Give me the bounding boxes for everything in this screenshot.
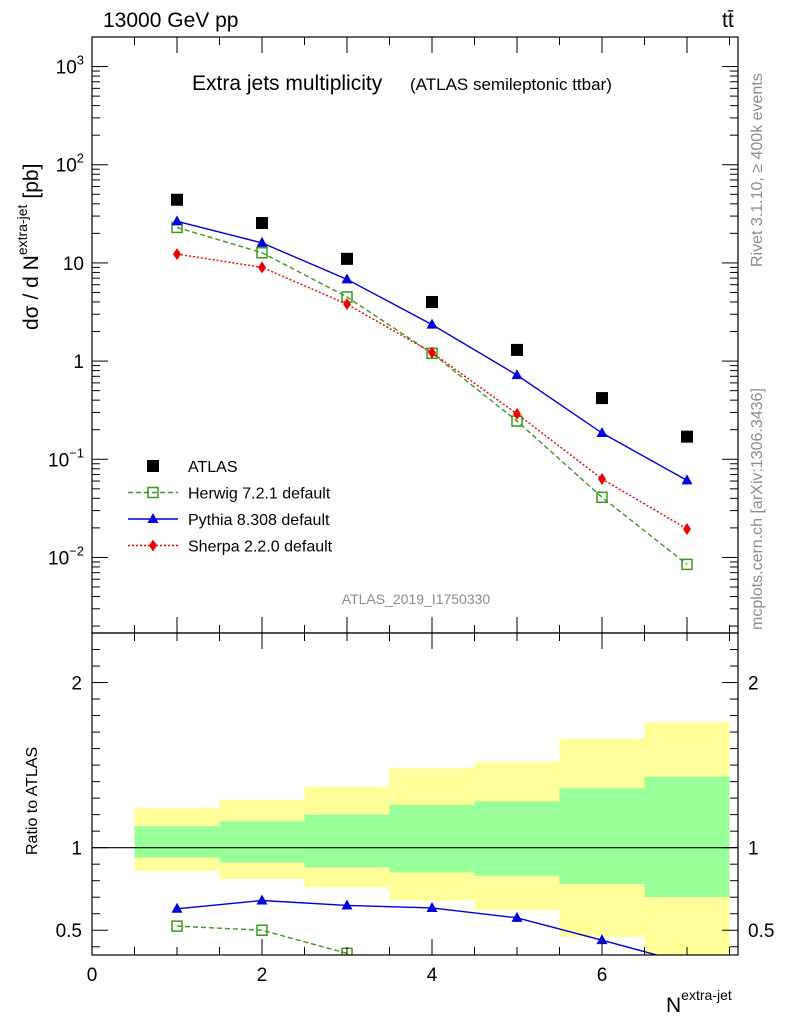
marker-open-square <box>147 486 159 499</box>
main-subtitle: (ATLAS semileptonic ttbar) <box>410 75 612 94</box>
ratio-x-axis-label: Nextra-jet <box>666 987 732 1017</box>
rivet-label: Rivet 3.1.10, ≥ 400k events <box>749 73 766 267</box>
ylabel-unit: [pb] <box>20 164 43 199</box>
marker-triangle <box>147 513 159 523</box>
ratio-marker <box>171 902 183 913</box>
y-tick-label: 10−2 <box>48 543 84 569</box>
ratio-marker <box>171 920 183 932</box>
ratio-y-tick-label: 2 <box>71 674 82 695</box>
xlabel-sup: extra-jet <box>681 987 732 1003</box>
ratio-line <box>176 925 348 955</box>
marker-triangle <box>341 273 353 284</box>
ratio-panel: Ratio to ATLAS Nextra-jet 0.5 0.5 1 1 2 2 0 2 4 6 <box>24 632 774 1017</box>
energy-label: 13000 GeV pp <box>103 9 238 32</box>
marker-triangle <box>256 236 268 247</box>
main-panel: Extra jets multiplicity (ATLAS semilepto… <box>14 36 739 634</box>
y-tick-label: 103 <box>56 53 84 79</box>
ratio-y-tick-label-right: 2 <box>748 674 759 695</box>
svg-text:dσ / d Nextra-jet[pb]: dσ / d Nextra-jet [pb] <box>14 164 43 330</box>
green-band <box>474 801 560 876</box>
ratio-marker <box>511 911 523 922</box>
y-tick-label: 10−1 <box>48 445 84 471</box>
ratio-y-tick-label-right: 0.5 <box>748 921 774 942</box>
y-tick-label-exp: −2 <box>69 543 84 558</box>
green-band <box>644 776 730 898</box>
marker-triangle <box>511 369 523 380</box>
y-tick-label-base: 10 <box>48 450 69 471</box>
marker-square <box>256 216 268 229</box>
legend-label: Pythia 8.308 default <box>188 512 330 529</box>
marker-triangle <box>171 215 183 226</box>
ratio-marker <box>426 901 438 912</box>
series-line <box>176 226 688 565</box>
marker-diamond <box>173 248 181 261</box>
watermark: ATLAS_2019_I1750330 <box>342 591 491 607</box>
xlabel-main: N <box>666 994 681 1017</box>
ratio-x-tick-label: 6 <box>597 965 608 986</box>
marker-square <box>596 392 608 405</box>
ratio-y-tick-label: 0.5 <box>56 921 82 942</box>
uncertainty-bands <box>134 722 730 955</box>
process-label: tt̄ <box>722 9 734 32</box>
y-tick-label-exp: −1 <box>69 445 84 460</box>
legend-label: ATLAS <box>188 459 238 476</box>
ylabel-sup: extra-jet <box>14 204 30 255</box>
y-tick-label: 10 <box>63 254 84 275</box>
y-tick-label: 1 <box>73 352 84 373</box>
legend-label: Herwig 7.2.1 default <box>188 486 331 503</box>
ratio-marker <box>341 899 353 910</box>
y-tick-label: 102 <box>56 151 84 177</box>
marker-open-square <box>596 491 608 504</box>
ratio-x-tick-label: 4 <box>427 965 438 986</box>
main-y-axis-label: dσ / d Nextra-jet [pb] <box>14 164 43 330</box>
marker-diamond <box>598 472 606 485</box>
marker-diamond <box>149 539 157 552</box>
marker-square <box>341 252 353 265</box>
green-band <box>304 814 390 868</box>
main-series <box>171 193 693 571</box>
ratio-marker <box>682 957 693 967</box>
marker-open-square <box>681 558 693 571</box>
marker-square <box>681 430 693 443</box>
marker-square <box>147 460 159 472</box>
green-band <box>559 788 645 884</box>
legend: ATLAS Herwig 7.2.1 default Pythia 8.308 de… <box>128 459 333 556</box>
green-band <box>134 826 220 858</box>
ratio-y-tick-label-right: 1 <box>748 839 759 860</box>
mcplots-label: mcplots.cern.ch [arXiv:1306.3436] <box>749 388 766 630</box>
marker-diamond <box>683 522 691 535</box>
marker-square <box>171 193 183 206</box>
y-tick-label-base: 10 <box>48 548 69 569</box>
ratio-marker <box>256 894 268 905</box>
ratio-y-axis-label: Ratio to ATLAS <box>24 747 41 855</box>
main-title: Extra jets multiplicity <box>192 72 383 95</box>
marker-triangle <box>596 427 608 438</box>
green-band <box>219 821 305 863</box>
marker-diamond <box>513 407 521 420</box>
ylabel-main: dσ / d N <box>20 255 43 330</box>
marker-triangle <box>681 474 693 485</box>
y-tick-label-exp: 3 <box>77 53 84 68</box>
y-tick-label-base: 10 <box>56 156 77 177</box>
y-tick-label-exp: 2 <box>77 151 84 166</box>
legend-label: Sherpa 2.2.0 default <box>188 539 333 556</box>
marker-square <box>426 295 438 308</box>
ratio-x-tick-label: 2 <box>257 965 268 986</box>
marker-triangle <box>426 318 438 329</box>
ratio-marker <box>256 924 268 936</box>
ratio-y-tick-label: 1 <box>71 839 82 860</box>
marker-square <box>511 343 523 356</box>
marker-diamond <box>258 261 266 274</box>
ratio-x-tick-label: 0 <box>87 965 98 986</box>
marker-diamond <box>343 298 351 311</box>
green-band <box>389 804 475 873</box>
y-tick-label-base: 10 <box>56 58 77 79</box>
ratio-frame <box>91 632 739 956</box>
marker-diamond <box>428 346 436 359</box>
marker-open-square <box>256 246 268 259</box>
